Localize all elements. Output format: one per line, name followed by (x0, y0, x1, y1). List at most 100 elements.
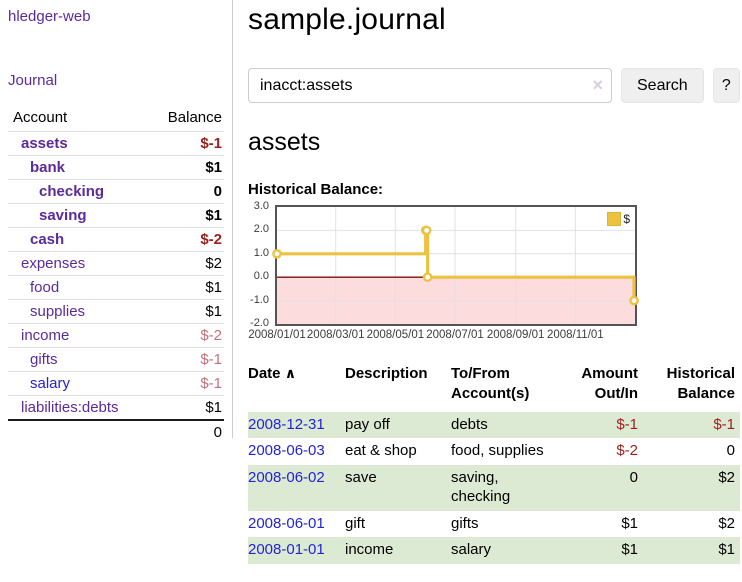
account-link-cash[interactable]: cash (30, 231, 65, 248)
account-row-gifts: gifts $-1 (8, 347, 224, 372)
x-tick-label: 2008/03/01 (306, 329, 365, 341)
account-balance: $-1 (147, 347, 224, 372)
register-header-accounts: To/From Account(s) (451, 365, 530, 403)
account-balance: 0 (147, 179, 224, 204)
help-button[interactable]: ? (712, 68, 740, 103)
account-link-checking[interactable]: checking (39, 183, 105, 200)
account-balance: $2 (147, 251, 224, 276)
accounts-balance-table: Account Balance assets $-1 bank $1 checkin… (8, 106, 224, 444)
account-link-assets[interactable]: assets (21, 135, 68, 152)
account-balance: $-2 (147, 227, 224, 252)
accounts-header-account: Account (13, 109, 68, 126)
y-tick-label: -1.0 (250, 293, 269, 306)
transaction-date-link[interactable]: 2008-12-31 (248, 415, 325, 433)
account-link-expenses[interactable]: expenses (21, 255, 86, 272)
accounts-header-balance: Balance (167, 109, 222, 126)
account-row-saving: saving $1 (8, 203, 224, 228)
chart-plot-area[interactable]: $ (272, 205, 639, 326)
x-tick-label: 2008/07/01 (426, 329, 484, 341)
x-tick-label: 2008/11/01 (546, 329, 604, 341)
transaction-amount: $1 (621, 541, 638, 559)
chart-title: Historical Balance: (248, 181, 384, 198)
transaction-accounts: salary (451, 541, 492, 559)
account-row-salary: salary $-1 (8, 371, 224, 396)
transaction-date-link[interactable]: 2008-01-01 (248, 541, 325, 559)
sort-ascending-icon: ∧ (284, 365, 297, 381)
search-input[interactable] (248, 68, 612, 103)
register-row: 2008-06-02 save saving, checking 0 $2 (248, 465, 740, 511)
register-table: Date ∧ Description To/From Account(s) Amo… (248, 362, 740, 564)
transaction-accounts: saving, checking (451, 469, 511, 505)
transaction-amount: $-2 (616, 442, 638, 460)
sidebar-item-journal[interactable]: Journal (8, 72, 58, 89)
chart-legend: $ (607, 212, 630, 226)
search-button[interactable]: Search (621, 68, 704, 103)
historical-balance-chart: $ 3.0 2.0 1.0 0.0 -1.0 -2.0 2008/01/01 2008/03… (248, 200, 639, 347)
account-link-income[interactable]: income (21, 327, 70, 344)
account-link-supplies[interactable]: supplies (30, 303, 86, 320)
account-balance: $1 (147, 155, 224, 180)
account-row-cash: cash $-2 (8, 227, 224, 252)
register-header-balance: Historical Balance (666, 365, 735, 403)
account-link-food[interactable]: food (30, 279, 60, 296)
account-balance: $1 (147, 395, 224, 420)
transaction-date-link[interactable]: 2008-06-01 (248, 514, 325, 532)
legend-swatch-icon (607, 212, 622, 226)
chart-canvas (272, 207, 639, 324)
account-link-liabilities-debts[interactable]: liabilities:debts (21, 399, 119, 416)
accounts-total-row: 0 (8, 419, 224, 444)
x-tick-label: 2008/05/01 (366, 329, 425, 341)
register-row: 2008-06-01 gift gifts $1 $2 (248, 511, 740, 538)
account-row-checking: checking 0 (8, 179, 224, 204)
transaction-description: gift (345, 514, 366, 532)
account-link-saving[interactable]: saving (39, 207, 87, 224)
transaction-description: save (345, 469, 377, 486)
account-link-salary[interactable]: salary (30, 375, 71, 392)
account-row-supplies: supplies $1 (8, 299, 224, 324)
sidebar: hledger-web Journal Account Balance asse… (0, 0, 233, 444)
transaction-date-link[interactable]: 2008-06-03 (248, 442, 325, 460)
account-row-expenses: expenses $2 (8, 251, 224, 276)
search-form: × Search ? (248, 68, 740, 103)
transaction-balance: $1 (718, 541, 735, 559)
y-tick-label: 1.0 (253, 246, 269, 259)
transaction-amount: 0 (629, 469, 638, 486)
account-balance: $-1 (147, 371, 224, 396)
account-balance: $1 (147, 203, 224, 228)
transaction-description: pay off (345, 415, 390, 433)
page-title: sample.journal (248, 3, 446, 36)
account-row-assets: assets $-1 (8, 131, 224, 156)
account-balance: $-2 (147, 323, 224, 348)
app-brand-link[interactable]: hledger-web (8, 8, 91, 25)
transaction-amount: $1 (621, 514, 638, 532)
x-tick-label: 2008/09/01 (486, 329, 545, 341)
transaction-accounts: food, supplies (451, 442, 544, 460)
register-row: 2008-12-31 pay off debts $-1 $-1 (248, 411, 740, 439)
account-link-bank[interactable]: bank (30, 159, 66, 176)
account-row-bank: bank $1 (8, 155, 224, 180)
x-tick-label: 2008/01/01 (248, 329, 306, 341)
transaction-balance: $2 (718, 514, 735, 532)
transaction-description: eat & shop (345, 442, 417, 460)
clear-search-icon[interactable]: × (592, 75, 603, 95)
legend-label: $ (623, 212, 630, 226)
account-row-food: food $1 (8, 275, 224, 300)
transaction-balance: 0 (726, 442, 735, 460)
account-row-income: income $-2 (8, 323, 224, 348)
register-row: 2008-06-03 eat & shop food, supplies $-2… (248, 438, 740, 465)
account-row-liabilities-debts: liabilities:debts $1 (8, 395, 224, 420)
account-balance: $1 (147, 299, 224, 324)
transaction-description: income (345, 541, 394, 559)
accounts-total-value: 0 (147, 419, 224, 444)
transaction-date-link[interactable]: 2008-06-02 (248, 469, 325, 486)
y-tick-label: 0.0 (253, 270, 269, 283)
y-tick-label: -2.0 (250, 317, 269, 329)
account-link-gifts[interactable]: gifts (30, 351, 58, 368)
transaction-amount: $-1 (616, 415, 638, 433)
register-row: 2008-01-01 income salary $1 $1 (248, 537, 740, 564)
register-header-description: Description (345, 365, 428, 382)
account-heading: assets (248, 128, 321, 156)
transaction-accounts: gifts (451, 514, 479, 532)
register-header-date[interactable]: Date ∧ (248, 365, 297, 382)
account-balance: $1 (147, 275, 224, 300)
